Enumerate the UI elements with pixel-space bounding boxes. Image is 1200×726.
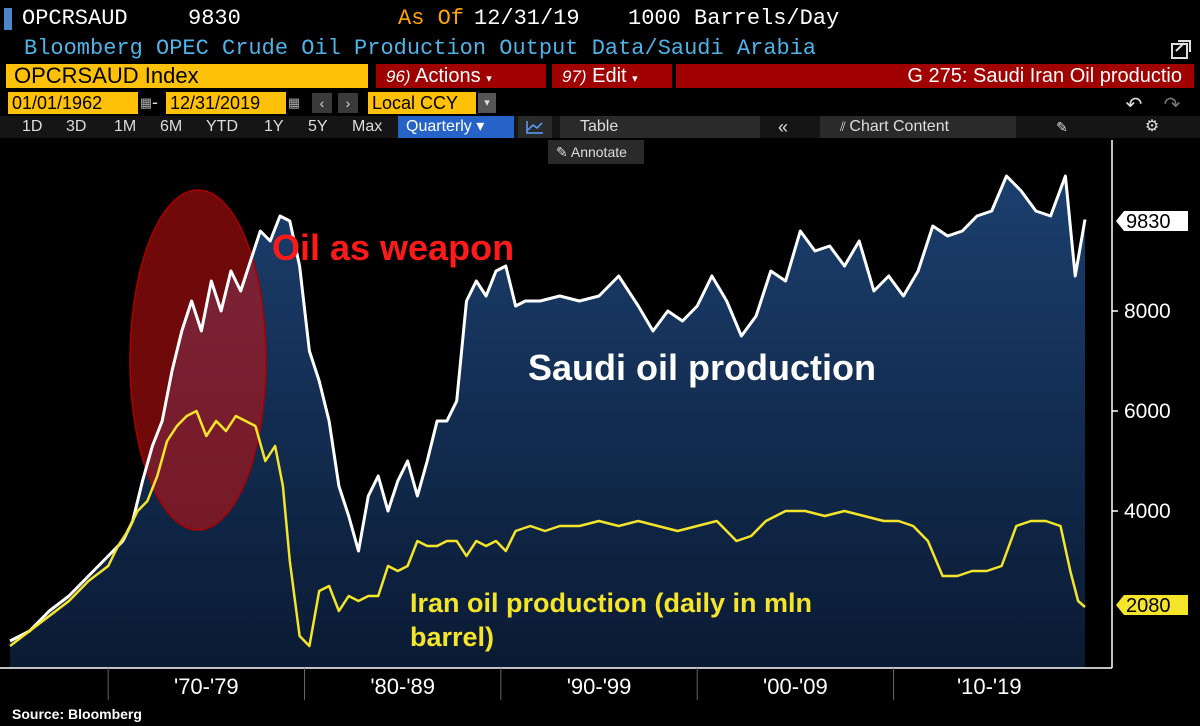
- chart-content-button[interactable]: ⫽ Chart Content: [820, 116, 1016, 138]
- x-tick-label: '80-'89: [370, 674, 435, 699]
- saudi-last-badge: 9830: [1116, 211, 1188, 233]
- edit-menu-label: Edit: [592, 65, 627, 87]
- date-range-bar: 01/01/1962 ▦ - 12/31/2019 ▦ ‹ › Local CC…: [0, 90, 1200, 116]
- double-chevron-left-icon[interactable]: «: [777, 117, 788, 137]
- pencil-icon[interactable]: ✎: [1056, 119, 1068, 135]
- chevron-left-icon[interactable]: ‹: [312, 93, 332, 113]
- chevron-down-icon: ▾: [476, 118, 485, 135]
- period-ytd[interactable]: YTD: [206, 118, 238, 135]
- iran-series-line: [9, 409, 1086, 648]
- x-tick-label: '70-'79: [174, 674, 239, 699]
- period-bar: 1D 3D 1M 6M YTD 1Y 5Y Max Quarterly ▾ Ta…: [0, 116, 1200, 138]
- calendar-icon[interactable]: ▦: [139, 95, 153, 110]
- iran-annotation-line1: Iran oil production (daily in mln: [410, 588, 812, 618]
- security-field[interactable]: OPCRSAUD Index: [6, 64, 368, 88]
- chevron-right-icon[interactable]: ›: [338, 93, 358, 113]
- units-label: 1000 Barrels/Day: [628, 6, 840, 31]
- calendar-icon[interactable]: ▦: [287, 95, 301, 110]
- edit-menu-number: 97): [562, 67, 587, 86]
- saudi-last-value: 9830: [1126, 211, 1171, 233]
- oil-weapon-highlight: [129, 189, 267, 531]
- command-bar: OPCRSAUD Index 96) Actions ▾ 97) Edit ▾ …: [0, 62, 1200, 88]
- frequency-label: Quarterly: [406, 118, 472, 135]
- asof-date: 12/31/19: [474, 6, 580, 31]
- chevron-down-icon: ▾: [486, 73, 492, 85]
- line-chart-icon[interactable]: [518, 116, 552, 138]
- security-marker: [4, 8, 12, 30]
- graph-title: G 275: Saudi Iran Oil productio: [676, 64, 1194, 88]
- period-1m[interactable]: 1M: [114, 118, 137, 135]
- pencil-icon: ✎: [556, 144, 571, 160]
- period-1d[interactable]: 1D: [22, 118, 43, 135]
- frequency-select[interactable]: Quarterly ▾: [398, 116, 514, 138]
- saudi-annotation: Saudi oil production: [528, 347, 876, 388]
- y-axis: 4000 6000 8000: [1112, 300, 1171, 523]
- chart-content-icon: ⫽: [840, 119, 850, 134]
- chevron-down-icon: ▾: [632, 73, 638, 85]
- annotate-label: Annotate: [570, 144, 627, 160]
- actions-menu-number: 96): [386, 67, 411, 86]
- y-tick-label: 6000: [1124, 400, 1171, 423]
- currency-select[interactable]: Local CCY: [368, 92, 476, 114]
- production-chart: 4000 6000 8000 '70-'79 '80-'89 '90-'99 '00-'0…: [0, 140, 1188, 700]
- period-6m[interactable]: 6M: [160, 118, 183, 135]
- source-note: Source: Bloomberg: [12, 706, 142, 722]
- end-date-input[interactable]: 12/31/2019: [166, 92, 286, 114]
- x-tick-label: '90-'99: [567, 674, 632, 699]
- period-5y[interactable]: 5Y: [308, 118, 328, 135]
- saudi-series-line: [9, 174, 1087, 643]
- saudi-area: [10, 176, 1085, 668]
- last-value: 9830: [188, 6, 241, 31]
- period-3d[interactable]: 3D: [66, 118, 87, 135]
- iran-last-value: 2080: [1126, 595, 1171, 617]
- iran-last-badge: 2080: [1116, 595, 1188, 617]
- ticker-symbol: OPCRSAUD: [22, 6, 128, 31]
- x-axis: '70-'79 '80-'89 '90-'99 '00-'09 '10-'19: [107, 668, 1022, 700]
- series-description: Bloomberg OPEC Crude Oil Production Outp…: [24, 36, 817, 61]
- start-date-input[interactable]: 01/01/1962: [8, 92, 138, 114]
- y-tick-label: 8000: [1124, 300, 1171, 323]
- asof-label: As Of: [398, 6, 465, 31]
- chart-content-label: Chart Content: [849, 118, 950, 135]
- undo-icon[interactable]: ↶: [1125, 94, 1143, 116]
- y-tick-label: 4000: [1124, 500, 1171, 523]
- x-tick-label: '00-'09: [763, 674, 828, 699]
- annotate-button[interactable]: ✎ Annotate: [548, 140, 644, 164]
- chevron-down-icon[interactable]: ▾: [478, 93, 496, 113]
- x-tick-label: '10-'19: [957, 674, 1022, 699]
- gear-icon[interactable]: ⚙: [1144, 118, 1160, 135]
- header-bar: OPCRSAUD 9830 As Of 12/31/19 1000 Barrel…: [0, 0, 1200, 36]
- actions-menu-button[interactable]: 96) Actions ▾: [376, 64, 546, 88]
- export-icon[interactable]: [1170, 38, 1192, 60]
- table-button[interactable]: Table: [560, 116, 760, 138]
- period-max[interactable]: Max: [352, 118, 383, 135]
- actions-menu-label: Actions: [415, 65, 481, 87]
- edit-menu-button[interactable]: 97) Edit ▾: [552, 64, 672, 88]
- date-separator: -: [152, 92, 158, 112]
- redo-icon[interactable]: ↷: [1163, 94, 1181, 116]
- period-1y[interactable]: 1Y: [264, 118, 284, 135]
- oil-weapon-annotation: Oil as weapon: [272, 227, 514, 268]
- iran-annotation-line2: barrel): [410, 622, 494, 652]
